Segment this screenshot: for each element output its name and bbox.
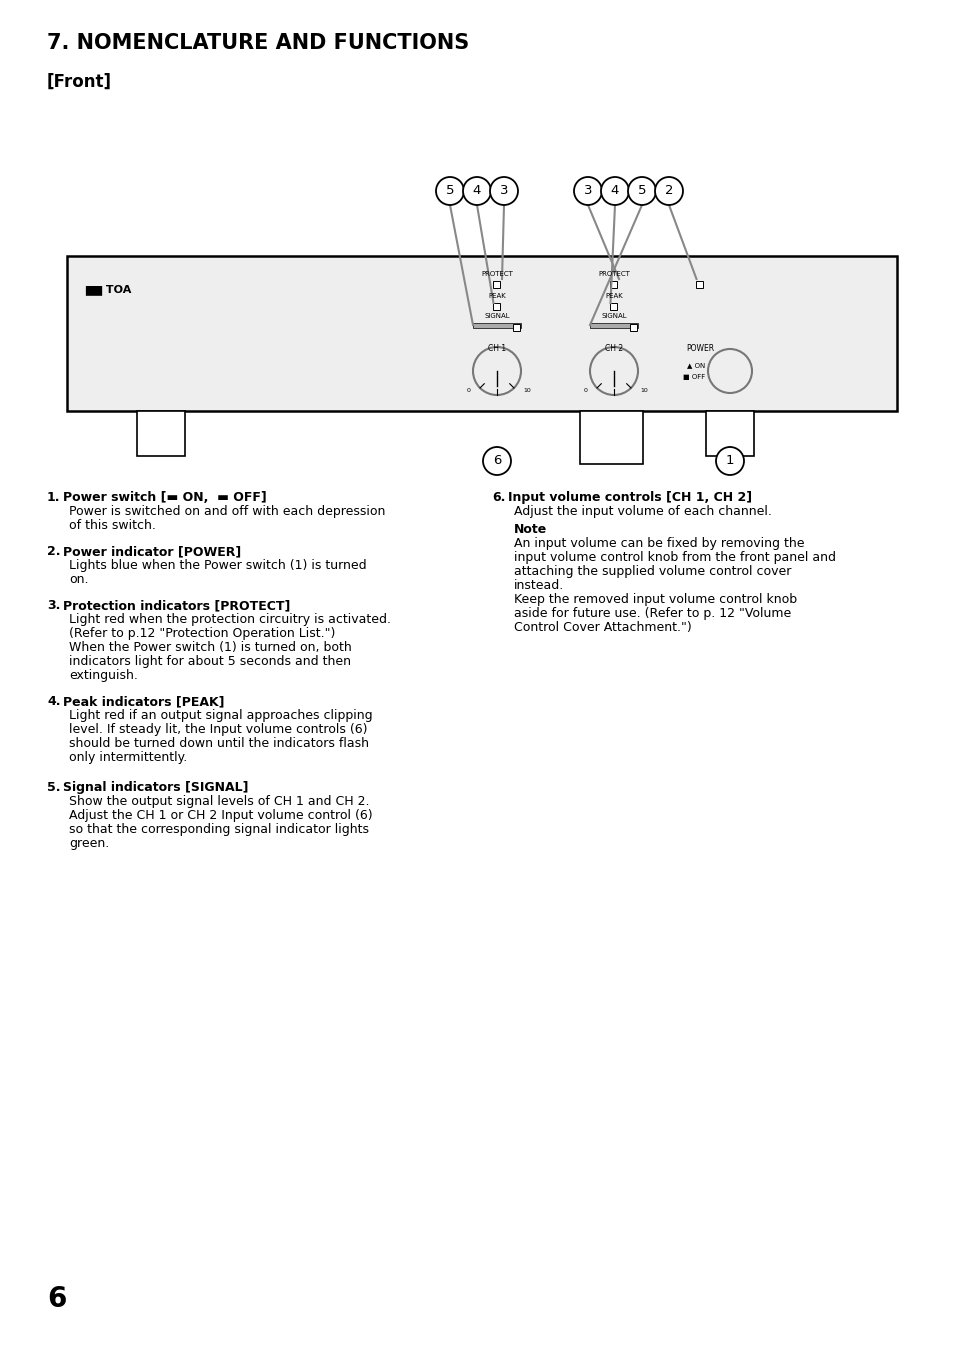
Text: SIGNAL: SIGNAL: [484, 313, 509, 319]
Text: ▇▇ TOA: ▇▇ TOA: [85, 284, 132, 295]
Text: 3: 3: [583, 185, 592, 197]
Text: Peak indicators [PEAK]: Peak indicators [PEAK]: [63, 694, 224, 708]
Text: green.: green.: [69, 838, 110, 850]
Text: 0: 0: [583, 389, 587, 393]
Text: of this switch.: of this switch.: [69, 519, 155, 532]
Text: (Refer to p.12 "Protection Operation List."): (Refer to p.12 "Protection Operation Lis…: [69, 627, 335, 640]
Text: Note: Note: [514, 523, 547, 536]
Text: ▲ ON: ▲ ON: [686, 362, 704, 367]
Bar: [473, 323, 520, 328]
Bar: [610, 281, 617, 288]
Text: CH 2: CH 2: [604, 345, 622, 353]
Text: [Front]: [Front]: [47, 73, 112, 91]
Text: 5: 5: [445, 185, 454, 197]
Text: Input volume controls [CH 1, CH 2]: Input volume controls [CH 1, CH 2]: [507, 490, 751, 504]
Text: only intermittently.: only intermittently.: [69, 751, 187, 765]
Text: 3: 3: [499, 185, 508, 197]
Text: ■ OFF: ■ OFF: [682, 374, 704, 380]
Text: 10: 10: [639, 389, 647, 393]
Text: PEAK: PEAK: [604, 293, 622, 299]
Text: Lights blue when the Power switch (1) is turned: Lights blue when the Power switch (1) is…: [69, 559, 366, 571]
Text: 0: 0: [467, 389, 471, 393]
Bar: [629, 324, 637, 331]
Circle shape: [600, 177, 628, 205]
Bar: [493, 281, 500, 288]
Bar: [589, 323, 638, 328]
Circle shape: [627, 177, 656, 205]
Text: 4: 4: [610, 185, 618, 197]
Text: Adjust the CH 1 or CH 2 Input volume control (6): Adjust the CH 1 or CH 2 Input volume con…: [69, 809, 373, 821]
Circle shape: [655, 177, 682, 205]
Bar: [579, 411, 642, 463]
Text: Light red if an output signal approaches clipping: Light red if an output signal approaches…: [69, 709, 373, 721]
Text: attaching the supplied volume control cover: attaching the supplied volume control co…: [514, 565, 791, 578]
Text: 7. NOMENCLATURE AND FUNCTIONS: 7. NOMENCLATURE AND FUNCTIONS: [47, 32, 469, 53]
Text: so that the corresponding signal indicator lights: so that the corresponding signal indicat…: [69, 823, 369, 836]
Text: Control Cover Attachment."): Control Cover Attachment."): [514, 621, 691, 634]
Text: 2: 2: [664, 185, 673, 197]
Text: input volume control knob from the front panel and: input volume control knob from the front…: [514, 551, 835, 563]
Text: 6: 6: [47, 1285, 67, 1313]
Text: When the Power switch (1) is turned on, both: When the Power switch (1) is turned on, …: [69, 640, 352, 654]
Text: Adjust the input volume of each channel.: Adjust the input volume of each channel.: [514, 505, 771, 517]
Text: Light red when the protection circuitry is activated.: Light red when the protection circuitry …: [69, 613, 391, 626]
Bar: [705, 411, 753, 457]
Text: aside for future use. (Refer to p. 12 "Volume: aside for future use. (Refer to p. 12 "V…: [514, 607, 790, 620]
Circle shape: [716, 447, 743, 476]
Text: extinguish.: extinguish.: [69, 669, 138, 682]
Bar: [696, 281, 702, 288]
Bar: [513, 324, 519, 331]
Text: 1: 1: [725, 454, 734, 467]
Bar: [67, 255, 896, 411]
Circle shape: [482, 447, 511, 476]
Text: 5: 5: [638, 185, 645, 197]
Text: 5.: 5.: [47, 781, 60, 794]
Text: Signal indicators [SIGNAL]: Signal indicators [SIGNAL]: [63, 781, 248, 794]
Text: indicators light for about 5 seconds and then: indicators light for about 5 seconds and…: [69, 655, 351, 667]
Circle shape: [490, 177, 517, 205]
Text: An input volume can be fixed by removing the: An input volume can be fixed by removing…: [514, 536, 803, 550]
Text: level. If steady lit, the Input volume controls (6): level. If steady lit, the Input volume c…: [69, 723, 367, 736]
Text: Power switch [▬ ON,  ▬ OFF]: Power switch [▬ ON, ▬ OFF]: [63, 490, 267, 504]
Text: 10: 10: [522, 389, 530, 393]
Bar: [493, 303, 500, 309]
Circle shape: [436, 177, 463, 205]
Text: 2.: 2.: [47, 544, 60, 558]
Text: Protection indicators [PROTECT]: Protection indicators [PROTECT]: [63, 598, 290, 612]
Text: instead.: instead.: [514, 580, 563, 592]
Text: POWER: POWER: [685, 345, 713, 353]
Text: PROTECT: PROTECT: [480, 272, 513, 277]
Text: on.: on.: [69, 573, 89, 586]
Text: 6.: 6.: [492, 490, 505, 504]
Text: Power is switched on and off with each depression: Power is switched on and off with each d…: [69, 505, 385, 517]
Bar: [137, 411, 185, 457]
Text: Power indicator [POWER]: Power indicator [POWER]: [63, 544, 241, 558]
Circle shape: [574, 177, 601, 205]
Text: 6: 6: [493, 454, 500, 467]
Text: PROTECT: PROTECT: [598, 272, 629, 277]
Text: Show the output signal levels of CH 1 and CH 2.: Show the output signal levels of CH 1 an…: [69, 794, 369, 808]
Circle shape: [462, 177, 491, 205]
Bar: [610, 303, 617, 309]
Text: 1.: 1.: [47, 490, 60, 504]
Text: 4: 4: [473, 185, 480, 197]
Text: 3.: 3.: [47, 598, 60, 612]
Text: should be turned down until the indicators flash: should be turned down until the indicato…: [69, 738, 369, 750]
Text: Keep the removed input volume control knob: Keep the removed input volume control kn…: [514, 593, 797, 607]
Text: PEAK: PEAK: [488, 293, 505, 299]
Text: SIGNAL: SIGNAL: [600, 313, 626, 319]
Text: CH 1: CH 1: [487, 345, 505, 353]
Text: 4.: 4.: [47, 694, 60, 708]
